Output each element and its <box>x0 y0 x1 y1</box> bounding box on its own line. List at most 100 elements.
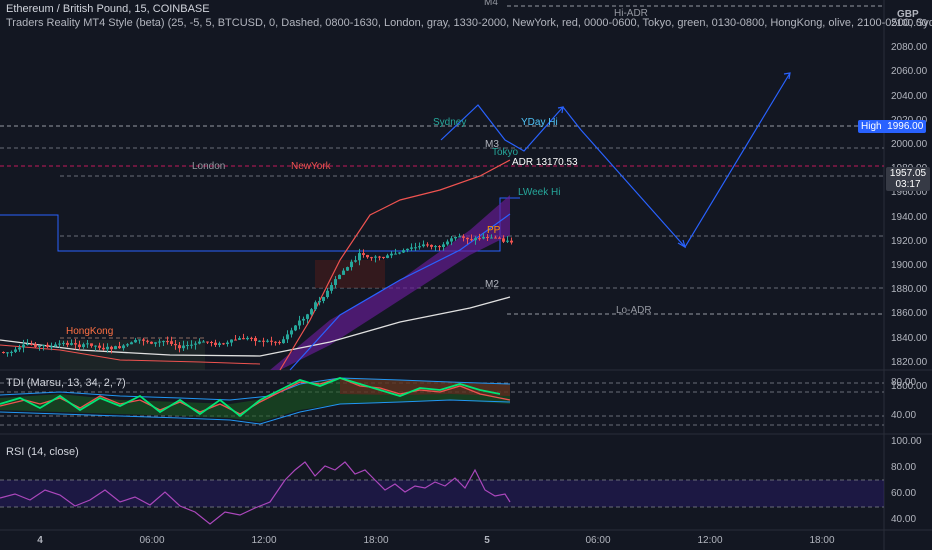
candle-body <box>102 347 105 350</box>
candle-body <box>254 338 257 342</box>
candle-body <box>286 334 289 340</box>
candle-body <box>250 337 253 339</box>
candle-body <box>326 290 329 298</box>
candle-body <box>350 261 353 268</box>
candle-body <box>406 248 409 251</box>
label-sydney: Sydney <box>433 117 467 128</box>
label-pp: PP <box>487 225 501 236</box>
label-yday-hi: YDay Hi <box>521 117 558 128</box>
candle-body <box>314 302 317 310</box>
candle-body <box>486 237 489 239</box>
candle-body <box>114 346 117 350</box>
candle-body <box>22 344 25 348</box>
label-m3: M3 <box>485 139 499 150</box>
candle-body <box>258 340 261 342</box>
candle-body <box>134 339 137 343</box>
candle-body <box>334 279 337 286</box>
candle-body <box>506 240 509 242</box>
range-box <box>0 197 520 252</box>
candle-body <box>278 342 281 344</box>
candle-body <box>78 344 81 348</box>
candle-body <box>394 253 397 255</box>
candle-body <box>474 238 477 241</box>
level-lines <box>0 5 884 339</box>
label-lo-adr: Lo-ADR <box>616 305 652 316</box>
price-tick: 2040.00 <box>891 90 928 102</box>
currency-label: GBP <box>897 9 919 20</box>
candle-body <box>90 343 93 346</box>
candle-body <box>322 297 325 301</box>
candle-body <box>230 339 233 343</box>
candle-body <box>46 344 49 347</box>
label-hi-adr: Hi-ADR <box>614 8 648 19</box>
candle-body <box>450 238 453 242</box>
tdi-legend[interactable]: TDI (Marsu, 13, 34, 2, 7) <box>6 377 126 389</box>
candle-body <box>210 341 213 343</box>
candle-body <box>166 341 169 343</box>
label-m2: M2 <box>485 279 499 290</box>
candles <box>2 233 513 357</box>
candle-body <box>154 342 157 344</box>
price-tick: 2080.00 <box>891 42 928 54</box>
candle-body <box>142 339 145 341</box>
candle-body <box>386 255 389 258</box>
candle-body <box>238 338 241 340</box>
candle-body <box>282 339 285 344</box>
ma-blue <box>289 213 511 371</box>
price-tick: 1920.00 <box>891 235 928 247</box>
candle-body <box>70 343 73 345</box>
label-m4: M4 <box>484 0 498 8</box>
candle-body <box>462 236 465 238</box>
candle-body <box>170 341 173 344</box>
rsi-legend[interactable]: RSI (14, close) <box>6 446 79 458</box>
candle-body <box>186 345 189 347</box>
candle-body <box>150 341 153 344</box>
candle-body <box>6 352 9 354</box>
time-tick: 12:00 <box>697 535 723 546</box>
candle-body <box>330 285 333 291</box>
candle-body <box>318 300 321 303</box>
candle-body <box>274 341 277 343</box>
rsi-axis-60: 60.00 <box>891 488 917 499</box>
candle-body <box>194 343 197 345</box>
candle-body <box>434 246 437 248</box>
candle-body <box>62 342 65 344</box>
candle-body <box>270 340 273 342</box>
candle-body <box>498 237 501 239</box>
rsi-axis-40: 40.00 <box>891 514 917 525</box>
candle-body <box>382 256 385 258</box>
candle-body <box>446 241 449 245</box>
candle-body <box>362 253 365 255</box>
candle-body <box>38 345 41 347</box>
candle-body <box>466 237 469 240</box>
symbol-title[interactable]: Ethereum / British Pound, 15, COINBASE <box>6 3 210 15</box>
candle-body <box>190 344 193 346</box>
candle-body <box>378 256 381 258</box>
candle-body <box>118 346 121 349</box>
candle-body <box>54 344 57 347</box>
chart-legend: Ethereum / British Pound, 15, COINBASE T… <box>6 2 932 30</box>
price-tick: 1800.00 <box>891 381 928 392</box>
candle-body <box>158 341 161 343</box>
candle-body <box>430 244 433 247</box>
price-tick: 1840.00 <box>891 332 928 344</box>
time-tick: 4 <box>37 535 43 546</box>
label-lweek-hi: LWeek Hi <box>518 187 561 198</box>
label-newyork: NewYork <box>291 161 331 172</box>
candle-body <box>106 346 109 350</box>
candle-body <box>298 320 301 326</box>
candle-body <box>454 236 457 239</box>
last-price-label: 1957.05 03:17 <box>886 167 930 191</box>
candle-body <box>58 343 61 345</box>
candle-body <box>422 244 425 247</box>
candle-body <box>34 344 37 347</box>
candle-body <box>138 339 141 341</box>
indicator-legend[interactable]: Traders Reality MT4 Style (beta) (25, -5… <box>6 17 932 29</box>
candle-body <box>14 349 17 352</box>
high-label: High 1996.00 <box>858 120 927 133</box>
candle-body <box>354 260 357 262</box>
candle-body <box>30 343 33 345</box>
price-tick: 1880.00 <box>891 284 928 296</box>
candle-body <box>266 340 269 342</box>
